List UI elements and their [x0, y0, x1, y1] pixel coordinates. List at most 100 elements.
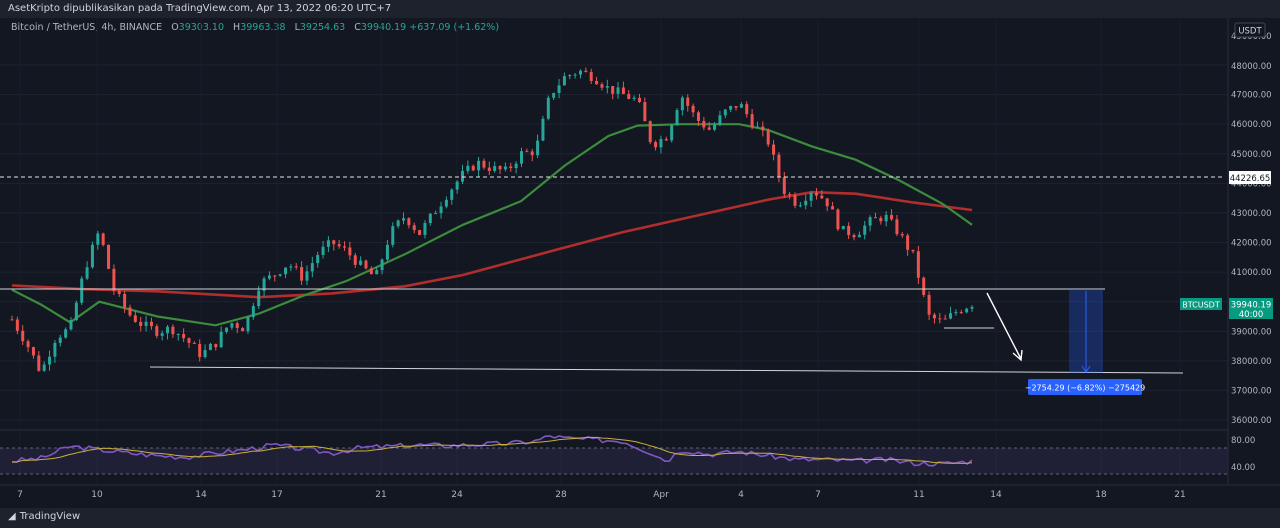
candle-body	[637, 97, 641, 103]
candle-body	[713, 124, 717, 130]
candle-body	[605, 86, 609, 88]
candle-body	[42, 364, 46, 371]
candle-body	[546, 97, 550, 119]
candle-body	[343, 246, 347, 248]
candle-body	[841, 225, 845, 230]
rising-support-line[interactable]	[149, 366, 1184, 374]
drawings: −2754.29 (−6.82%) −275429	[0, 176, 1225, 395]
time-tick-label: 7	[17, 490, 23, 500]
candle-body	[782, 177, 786, 195]
time-tick-label: 7	[815, 490, 821, 500]
candle-body	[932, 314, 936, 319]
candle-body	[267, 275, 271, 279]
price-tick-label: 45000.00	[1231, 150, 1272, 160]
candle-body	[359, 260, 363, 265]
projection-arrowhead	[1012, 349, 1023, 362]
candle-body	[611, 86, 615, 94]
candle-body	[643, 102, 647, 122]
candle-body	[423, 223, 427, 235]
candle-body	[31, 347, 35, 356]
last-price-label: 39940.19	[1231, 301, 1272, 311]
axes: 49000.00 48000.00 47000.0046000.0045000.…	[0, 18, 1280, 500]
candle-body	[568, 75, 572, 77]
dashed-level-label: 44226.65	[1230, 174, 1271, 184]
candle-body	[654, 142, 658, 148]
candle-body	[814, 192, 818, 196]
time-tick-label: 21	[1174, 490, 1185, 500]
candle-body	[632, 97, 636, 99]
candle-body	[536, 140, 540, 156]
time-axis[interactable]: 7 10 14 17 21 24 28 Apr 4 7 11 14 18 21	[17, 490, 1186, 500]
dashed-level-tag	[1229, 171, 1271, 184]
tradingview-brand[interactable]: ◢ TradingView	[8, 511, 80, 522]
candle-body	[557, 85, 561, 93]
candle-body	[541, 118, 545, 141]
candle-body	[857, 234, 861, 238]
candle-body	[621, 87, 625, 95]
candle-body	[852, 235, 856, 238]
candle-body	[868, 217, 872, 226]
candle-body	[809, 192, 813, 201]
candle-body	[101, 233, 105, 245]
candle-body	[772, 144, 776, 155]
candle-body	[182, 333, 186, 339]
candle-body	[198, 343, 202, 358]
candle-body	[402, 218, 406, 221]
price-tick-label: 47000.00	[1231, 91, 1272, 101]
countdown-label: 40:00	[1239, 310, 1264, 320]
price-axis[interactable]: 49000.00 48000.00 47000.0046000.0045000.…	[1231, 32, 1272, 426]
high-label: H	[233, 22, 241, 33]
candle-body	[552, 92, 556, 98]
candle-body	[879, 217, 883, 222]
ma-slow-line	[11, 190, 973, 299]
candle-body	[439, 206, 443, 214]
candle-body	[745, 104, 749, 115]
candle-body	[96, 233, 100, 245]
candle-body	[128, 307, 132, 316]
candle-body	[53, 342, 57, 357]
candle-body	[85, 267, 89, 279]
candle-body	[675, 110, 679, 126]
candle-body	[117, 290, 121, 294]
candle-body	[723, 109, 727, 116]
candle-body	[949, 313, 953, 319]
candle-body	[589, 71, 593, 81]
candle-body	[729, 106, 733, 110]
candle-body	[251, 306, 255, 318]
candle-body	[938, 318, 942, 320]
candle-body	[278, 274, 282, 276]
candle-body	[916, 251, 920, 278]
candle-body	[836, 209, 840, 230]
candle-body	[911, 249, 915, 252]
candle-body	[509, 166, 513, 169]
rsi-tick-label: 40.00	[1231, 463, 1255, 473]
candle-body	[487, 167, 491, 171]
candle-body	[766, 130, 770, 145]
candle-body	[230, 323, 234, 328]
low-label: L	[294, 22, 300, 33]
price-tick-label: 38000.00	[1231, 357, 1272, 367]
candle-body	[305, 271, 309, 281]
candle-body	[160, 333, 164, 336]
candle-body	[450, 189, 454, 200]
candle-body	[107, 244, 111, 269]
candle-body	[241, 328, 245, 332]
projection-arrow[interactable]	[986, 292, 1022, 360]
candle-body	[176, 333, 180, 335]
candle-body	[90, 244, 94, 268]
close-label: C	[354, 22, 361, 33]
candle-body	[825, 198, 829, 207]
rsi-axis: 80.00 40.00	[1231, 436, 1255, 473]
time-tick-label: Apr	[653, 490, 669, 500]
candle-body	[702, 120, 706, 128]
candle-body	[927, 294, 931, 315]
candle-body	[396, 220, 400, 227]
candle-body	[380, 259, 384, 271]
candle-body	[353, 255, 357, 265]
candle-body	[332, 240, 336, 245]
price-tick-label: 43000.00	[1231, 209, 1272, 219]
moving-averages	[11, 123, 973, 327]
candle-body	[659, 139, 663, 148]
measure-arrowhead	[1081, 365, 1091, 373]
